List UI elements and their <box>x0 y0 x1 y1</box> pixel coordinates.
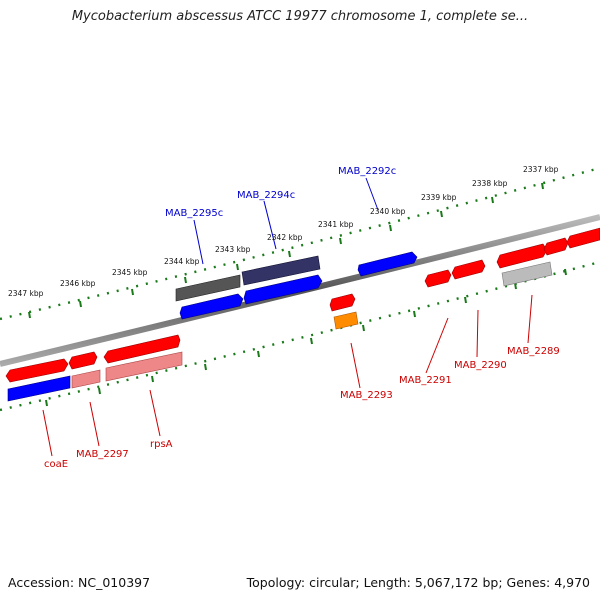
gene-right-edge-2[interactable] <box>566 227 600 249</box>
accession-text: Accession: NC_010397 <box>8 575 151 590</box>
gene-MAB_2297[interactable] <box>68 351 101 389</box>
lower-major-ticks <box>45 268 567 407</box>
gene-label-rpsA[interactable]: rpsA <box>150 439 173 450</box>
gene-label-MAB_2290[interactable]: MAB_2290 <box>454 360 507 371</box>
gene-MAB_2291[interactable] <box>424 269 452 288</box>
gene-label-coaE[interactable]: coaE <box>44 459 68 470</box>
gene-MAB_2290[interactable] <box>451 259 486 280</box>
gene-labels: coaE MAB_2297 rpsA MAB_2295c MAB_2294c M… <box>44 166 560 470</box>
scale-label: 2346 kbp <box>60 279 96 288</box>
gene-MAB_2293[interactable] <box>329 293 359 330</box>
reverse-gene-leaders <box>193 177 379 265</box>
scale-label: 2345 kbp <box>112 268 148 277</box>
scale-label: 2347 kbp <box>8 289 44 298</box>
gene-MAB_2295c[interactable] <box>175 274 244 320</box>
gene-label-MAB_2293[interactable]: MAB_2293 <box>340 390 393 401</box>
scale-label: 2338 kbp <box>472 179 508 188</box>
gene-MAB_2292c[interactable] <box>357 251 418 277</box>
gene-MAB_2294c[interactable] <box>241 255 323 305</box>
scale-labels: 2337 kbp 2338 kbp 2339 kbp 2340 kbp 2341… <box>8 165 559 298</box>
scale-label: 2340 kbp <box>370 207 406 216</box>
gene-label-MAB_2289[interactable]: MAB_2289 <box>507 346 560 357</box>
gene-label-MAB_2292c[interactable]: MAB_2292c <box>338 166 396 177</box>
upper-scale-ruler <box>0 166 600 321</box>
gene-rpsA[interactable] <box>103 334 183 382</box>
scale-label: 2344 kbp <box>164 257 200 266</box>
gene-right-edge-1[interactable] <box>543 237 569 256</box>
map-title: Mycobacterium abscessus ATCC 19977 chrom… <box>71 9 529 24</box>
scale-label: 2337 kbp <box>523 165 559 174</box>
forward-gene-leaders <box>42 294 533 457</box>
gene-label-MAB_2295c[interactable]: MAB_2295c <box>165 208 223 219</box>
gene-label-MAB_2291[interactable]: MAB_2291 <box>399 375 452 386</box>
scale-label: 2342 kbp <box>267 233 303 242</box>
gene-MAB_2289[interactable] <box>496 243 553 287</box>
scale-label: 2339 kbp <box>421 193 457 202</box>
scale-label: 2341 kbp <box>318 220 354 229</box>
gene-label-MAB_2294c[interactable]: MAB_2294c <box>237 190 295 201</box>
gene-coaE[interactable] <box>5 358 71 402</box>
upper-major-ticks <box>28 182 544 319</box>
scale-label: 2343 kbp <box>215 245 251 254</box>
topology-text: Topology: circular; Length: 5,067,172 bp… <box>246 575 590 590</box>
gene-label-MAB_2297[interactable]: MAB_2297 <box>76 449 129 460</box>
